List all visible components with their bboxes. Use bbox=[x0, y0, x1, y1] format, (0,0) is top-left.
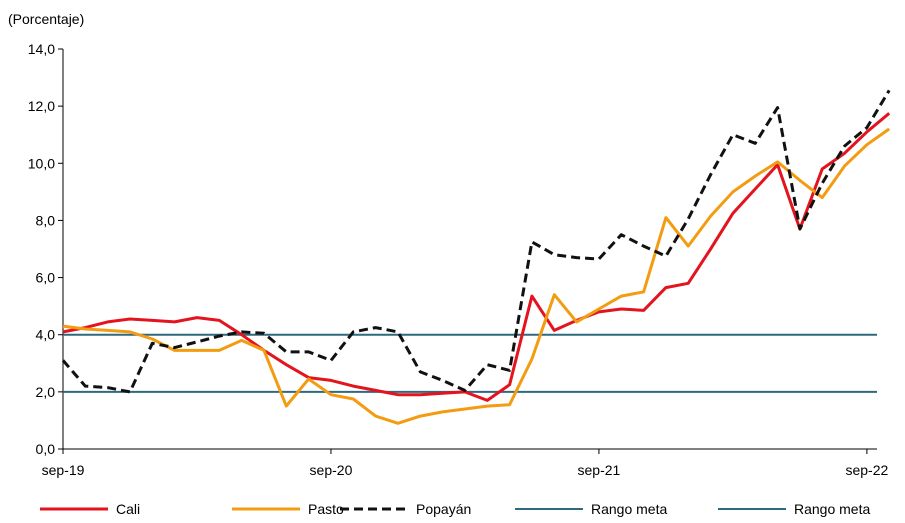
series-line-2 bbox=[61, 89, 891, 394]
series-line-0 bbox=[62, 112, 891, 402]
y-tick-label: 0,0 bbox=[36, 441, 56, 457]
y-axis: 0,0 2,0 4,0 6,0 8,0 10,0 12,0 14,0 bbox=[28, 41, 64, 457]
x-tick-label: sep-21 bbox=[578, 462, 621, 478]
y-tick-label: 12,0 bbox=[28, 98, 55, 114]
series-lines bbox=[61, 89, 891, 425]
x-tick-label: sep-20 bbox=[310, 462, 353, 478]
y-tick-label: 2,0 bbox=[36, 384, 56, 400]
y-tick-label: 10,0 bbox=[28, 155, 55, 171]
series-line-1 bbox=[62, 127, 891, 425]
x-axis: sep-19 sep-20 sep-21 sep-22 bbox=[42, 448, 888, 478]
legend-label: Cali bbox=[116, 501, 140, 517]
y-tick-label: 6,0 bbox=[36, 270, 56, 286]
unit-label: (Porcentaje) bbox=[8, 11, 84, 27]
x-tick-label: sep-19 bbox=[42, 462, 85, 478]
legend-label: Rango meta bbox=[591, 501, 667, 517]
y-tick-label: 14,0 bbox=[28, 41, 55, 57]
legend: Cali Pasto Popayán Rango meta Rango meta bbox=[40, 501, 870, 517]
legend-label: Popayán bbox=[416, 501, 471, 517]
y-tick-label: 8,0 bbox=[36, 212, 56, 228]
y-tick-label: 4,0 bbox=[36, 327, 56, 343]
legend-label: Pasto bbox=[308, 501, 344, 517]
legend-label: Rango meta bbox=[794, 501, 870, 517]
target-range-lines bbox=[63, 333, 877, 393]
x-tick-label: sep-22 bbox=[845, 462, 888, 478]
